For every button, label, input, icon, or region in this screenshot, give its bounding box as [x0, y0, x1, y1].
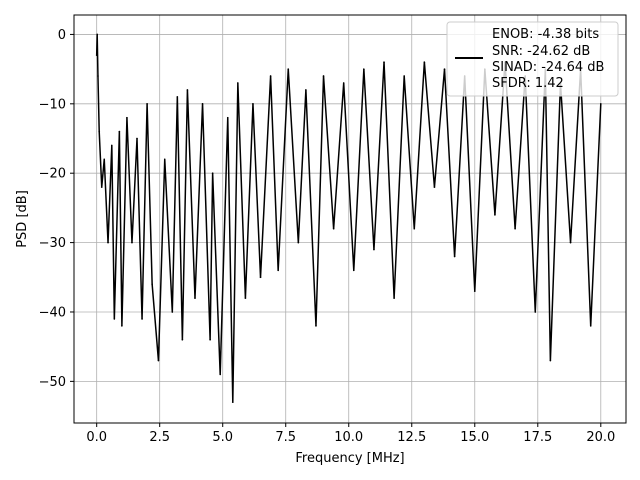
data-point	[126, 116, 128, 119]
data-point	[383, 61, 385, 63]
x-tick-label: 2.5	[149, 430, 170, 445]
x-tick-label: 17.5	[523, 430, 552, 445]
data-point	[244, 297, 247, 299]
data-point	[549, 359, 552, 362]
x-tick-label: 5.0	[212, 430, 233, 445]
data-point	[269, 75, 272, 77]
y-tick-label: −20	[39, 167, 66, 182]
data-point	[363, 68, 365, 70]
data-point	[277, 269, 279, 272]
data-point	[297, 241, 300, 244]
legend-enob: ENOB: -4.38 bits	[492, 27, 599, 42]
y-tick-label: 0	[58, 28, 66, 43]
data-point	[98, 130, 101, 133]
y-axis-ticks: 0 −10 −20 −30 −40 −50	[39, 28, 74, 390]
data-point	[141, 318, 143, 320]
x-tick-label: 20.0	[586, 430, 615, 445]
y-tick-label: −10	[39, 97, 66, 112]
data-point	[423, 61, 426, 63]
data-point	[211, 172, 214, 174]
data-point	[589, 325, 592, 327]
data-point	[113, 318, 116, 320]
data-point	[453, 255, 456, 258]
data-point	[194, 297, 196, 299]
data-point	[473, 290, 476, 292]
data-point	[315, 325, 317, 327]
legend-snr: SNR: -24.62 dB	[492, 44, 590, 59]
data-point	[131, 241, 133, 244]
data-point	[209, 338, 211, 341]
data-point	[322, 75, 325, 77]
data-point	[121, 325, 123, 327]
legend-sfdr: SFDR: 1.42	[492, 76, 564, 91]
data-point	[373, 248, 375, 251]
x-tick-label: 12.5	[397, 430, 426, 445]
x-axis-label: Frequency [MHz]	[295, 451, 404, 466]
data-point	[332, 227, 335, 230]
data-point	[163, 158, 166, 161]
data-point	[186, 89, 189, 91]
legend-box	[446, 21, 619, 97]
data-point	[201, 103, 204, 105]
data-point	[433, 186, 436, 188]
data-point	[100, 186, 103, 188]
data-point	[171, 311, 174, 313]
data-point	[443, 68, 446, 70]
data-point	[403, 75, 405, 77]
data-point	[97, 75, 99, 77]
x-axis-ticks: 0.0 2.5 5.0 7.5 10.0 12.5 15.0 17.5 20.0	[86, 423, 615, 445]
legend: ENOB: -4.38 bits SNR: -24.62 dB SINAD: -…	[446, 21, 619, 97]
data-point	[96, 33, 98, 36]
data-point	[569, 241, 572, 244]
data-point	[413, 227, 416, 230]
data-point	[352, 269, 355, 272]
data-point	[157, 359, 160, 362]
y-tick-label: −40	[39, 305, 66, 320]
data-point	[95, 54, 98, 57]
data-point	[151, 283, 153, 286]
x-tick-label: 0.0	[86, 430, 107, 445]
data-point	[107, 241, 109, 244]
y-tick-label: −30	[39, 236, 66, 251]
data-point	[259, 276, 262, 279]
data-point	[111, 144, 113, 147]
data-point	[534, 311, 537, 313]
data-point	[136, 137, 138, 140]
plot-frame	[73, 14, 627, 424]
x-tick-label: 15.0	[460, 430, 489, 445]
data-point	[118, 130, 121, 133]
data-point	[305, 89, 307, 91]
data-point	[176, 96, 179, 98]
data-point	[231, 401, 234, 403]
data-point	[219, 373, 221, 376]
x-tick-label: 10.0	[334, 430, 363, 445]
y-axis-label: PSD [dB]	[15, 190, 30, 248]
data-point	[181, 338, 184, 341]
data-point	[146, 103, 148, 105]
legend-sinad: SINAD: -24.64 dB	[492, 60, 604, 75]
data-point	[252, 103, 254, 105]
data-point	[103, 158, 106, 161]
data-point	[287, 68, 290, 70]
data-point	[599, 103, 602, 105]
data-point	[342, 82, 345, 84]
data-point	[514, 227, 516, 230]
data-point	[226, 116, 229, 119]
data-point	[237, 82, 239, 84]
data-point	[494, 214, 496, 216]
y-tick-label: −50	[39, 375, 66, 390]
x-tick-label: 7.5	[275, 430, 296, 445]
data-point	[393, 297, 395, 299]
